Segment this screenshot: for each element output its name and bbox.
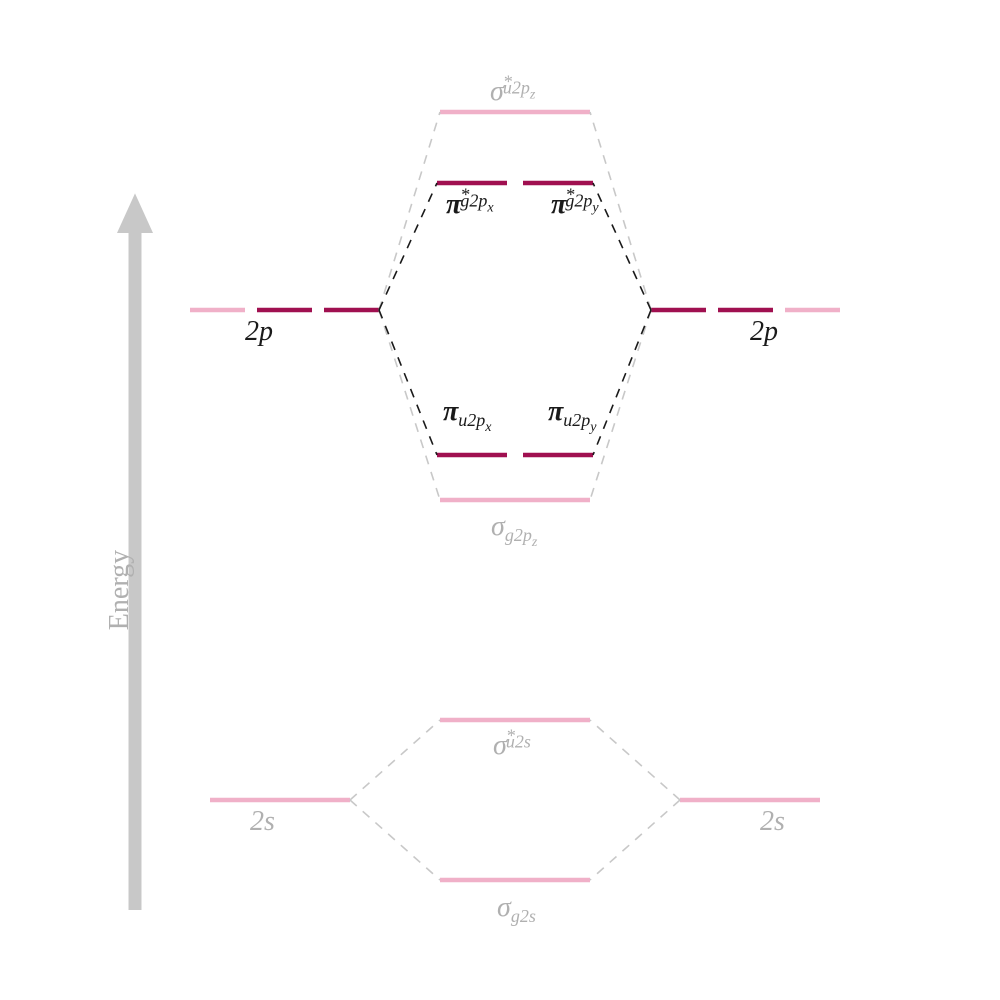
label-pi-2px: πu2px [443, 396, 492, 435]
corr-p-right-pi [593, 310, 651, 455]
label-pi-star-2px: π*g2px [446, 184, 494, 220]
label-2p-left: 2p [245, 316, 273, 347]
corr-s-left-sigma [350, 800, 440, 880]
corr-p-right-sigma [590, 310, 651, 500]
corr-s-left-sigmastar [350, 720, 440, 800]
label-sigma-star-2pz: σ*u2pz [490, 71, 536, 107]
label-pi-2py: πu2py [548, 396, 597, 435]
corr-p-left-pi [379, 310, 437, 455]
corr-s-right-sigmastar [590, 720, 680, 800]
corr-p-left-pistar [379, 183, 437, 310]
mo-diagram: Energy 2p 2p 2s 2s σ*u2pz π*g2px π*g2py πu2px πu2… [0, 0, 1000, 1000]
corr-p-right-sigmastar [590, 112, 651, 310]
label-2s-right: 2s [760, 806, 785, 837]
corr-p-left-sigma [379, 310, 440, 500]
energy-axis-head [117, 193, 153, 233]
label-2s-left: 2s [250, 806, 275, 837]
label-sigma-2pz: σg2pz [491, 511, 538, 550]
label-2p-right: 2p [750, 316, 778, 347]
corr-p-left-sigmastar [379, 112, 440, 310]
label-sigma-star-2s: σ*u2s [493, 725, 531, 761]
corr-p-right-pistar [593, 183, 651, 310]
label-sigma-2s: σg2s [497, 892, 536, 926]
label-pi-star-2py: π*g2py [551, 184, 599, 220]
corr-s-right-sigma [590, 800, 680, 880]
energy-axis-label: Energy [104, 550, 135, 630]
